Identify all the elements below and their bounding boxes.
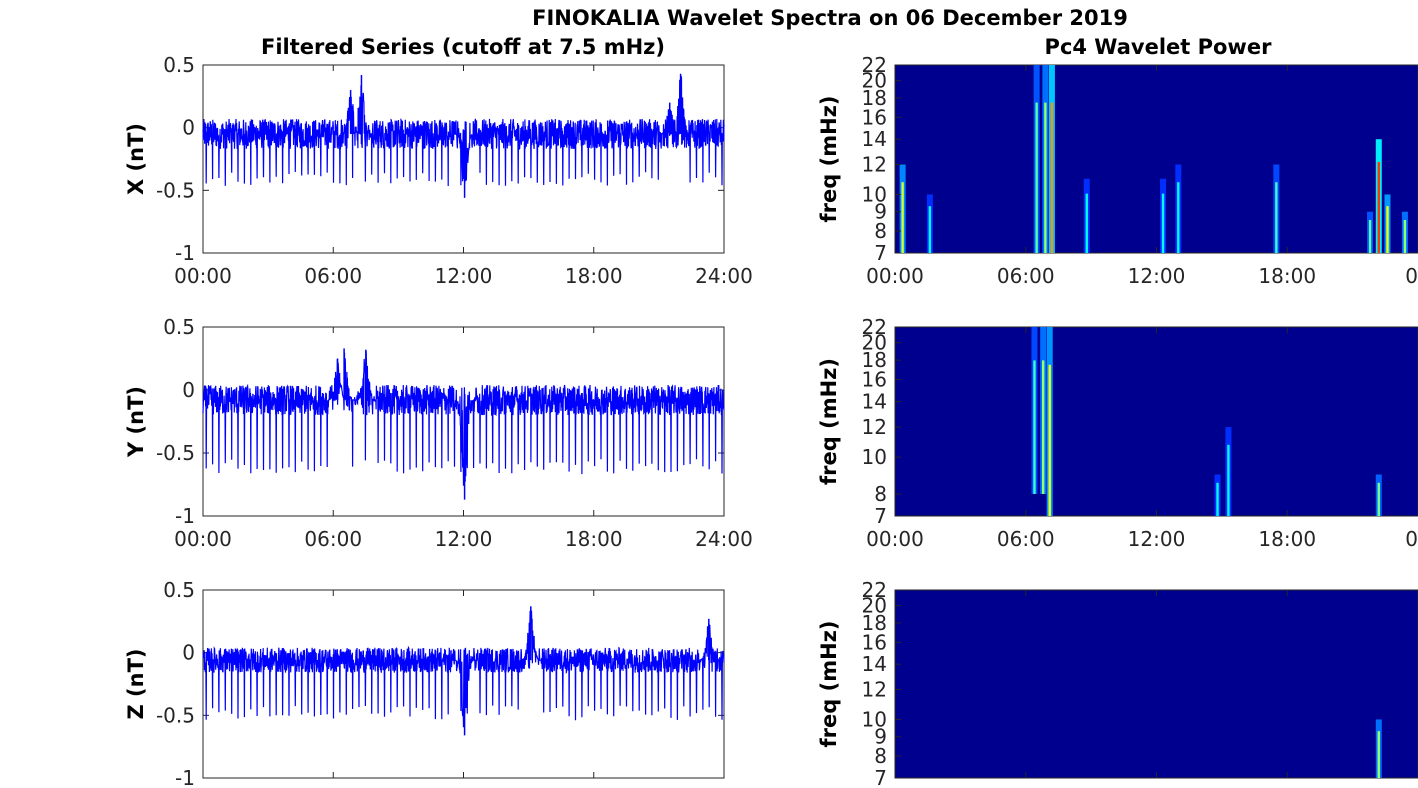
power-burst bbox=[1377, 482, 1380, 516]
x-tick-label: 00 bbox=[1405, 264, 1418, 288]
y-axis-label: X (nT) bbox=[124, 123, 148, 195]
y-tick-label: 22 bbox=[862, 578, 887, 602]
y-axis-label: freq (mHz) bbox=[817, 621, 841, 748]
x-tick-label: 18:00 bbox=[1258, 264, 1316, 288]
y-tick-label: 16 bbox=[862, 105, 887, 129]
power-burst bbox=[1161, 193, 1165, 253]
x-tick-label: 06:00 bbox=[304, 527, 362, 551]
y-axis-label: freq (mHz) bbox=[817, 96, 841, 223]
y-axis-label: Z (nT) bbox=[124, 648, 148, 719]
left-column-title: Filtered Series (cutoff at 7.5 mHz) bbox=[261, 35, 665, 59]
series-line bbox=[202, 351, 725, 486]
right-column-title: Pc4 Wavelet Power bbox=[1045, 35, 1273, 59]
power-burst bbox=[1033, 360, 1036, 494]
x-tick-label: 18:00 bbox=[1258, 527, 1316, 551]
power-burst bbox=[1386, 206, 1389, 253]
power-burst bbox=[1377, 731, 1380, 778]
power-burst bbox=[1035, 102, 1038, 253]
y-tick-label: 7 bbox=[874, 504, 887, 528]
y-tick-label: 10 bbox=[862, 182, 887, 206]
y-tick-label: 0.5 bbox=[163, 53, 195, 77]
y-tick-label: 22 bbox=[862, 53, 887, 77]
x-tick-label: 18:00 bbox=[565, 264, 623, 288]
power-burst bbox=[1177, 182, 1180, 253]
power-burst bbox=[1377, 161, 1380, 253]
y-tick-label: 18 bbox=[862, 348, 887, 372]
y-tick-label: 10 bbox=[862, 707, 887, 731]
power-burst bbox=[1085, 193, 1088, 253]
y-tick-label: 8 bbox=[874, 482, 887, 506]
power-burst bbox=[1048, 364, 1051, 516]
y-tick-label: 12 bbox=[862, 678, 887, 702]
y-tick-label: -0.5 bbox=[156, 441, 195, 465]
x-tick-label: 06:00 bbox=[304, 264, 362, 288]
x-tick-label: 18:00 bbox=[565, 527, 623, 551]
y-tick-label: 8 bbox=[874, 219, 887, 243]
y-tick-label: 12 bbox=[862, 153, 887, 177]
y-tick-label: 7 bbox=[874, 241, 887, 265]
y-tick-label: 22 bbox=[862, 315, 887, 339]
y-tick-label: 12 bbox=[862, 415, 887, 439]
x-tick-label: 00:00 bbox=[174, 527, 232, 551]
y-tick-label: 14 bbox=[862, 127, 887, 151]
power-map bbox=[894, 64, 1418, 254]
y-tick-label: 20 bbox=[862, 594, 887, 618]
x-tick-label: 00:00 bbox=[866, 264, 924, 288]
y-tick-label: -1 bbox=[175, 766, 195, 788]
power-burst bbox=[1041, 360, 1045, 494]
power-burst bbox=[1050, 102, 1054, 253]
y-tick-label: 18 bbox=[862, 611, 887, 635]
y-tick-label: 10 bbox=[862, 445, 887, 469]
y-tick-label: 16 bbox=[862, 630, 887, 654]
series-line bbox=[202, 76, 725, 187]
y-tick-label: 7 bbox=[874, 766, 887, 788]
power-map bbox=[894, 326, 1418, 517]
power-burst bbox=[1368, 219, 1372, 253]
power-burst bbox=[1044, 102, 1047, 253]
x-tick-label: 24:00 bbox=[695, 527, 753, 551]
y-tick-label: 0.5 bbox=[163, 578, 195, 602]
x-tick-label: 06:00 bbox=[997, 264, 1055, 288]
power-burst bbox=[1275, 182, 1278, 253]
x-tick-label: 12:00 bbox=[1128, 264, 1186, 288]
y-tick-label: 0 bbox=[182, 641, 195, 665]
y-tick-label: 20 bbox=[862, 331, 887, 355]
y-tick-label: -1 bbox=[175, 504, 195, 528]
y-tick-label: -1 bbox=[175, 241, 195, 265]
y-tick-label: 9 bbox=[874, 200, 887, 224]
y-tick-label: 0 bbox=[182, 116, 195, 140]
power-burst bbox=[1403, 219, 1407, 253]
y-tick-label: 16 bbox=[862, 368, 887, 392]
y-tick-label: -0.5 bbox=[156, 178, 195, 202]
series-line bbox=[202, 609, 725, 728]
y-axis-label: Y (nT) bbox=[124, 386, 148, 458]
y-tick-label: 14 bbox=[862, 652, 887, 676]
panels: 0.50-0.5-100:00 06:00 12:00 18:00 24:00X (nT… bbox=[124, 53, 1418, 788]
x-tick-label: 12:00 bbox=[1128, 527, 1186, 551]
y-tick-label: 20 bbox=[862, 69, 887, 93]
power-burst bbox=[928, 206, 932, 253]
x-tick-label: 24:00 bbox=[695, 264, 753, 288]
x-tick-label: 12:00 bbox=[435, 527, 493, 551]
x-tick-label: 00:00 bbox=[174, 264, 232, 288]
y-tick-label: -0.5 bbox=[156, 703, 195, 727]
x-tick-label: 06:00 bbox=[997, 527, 1055, 551]
y-tick-label: 9 bbox=[874, 725, 887, 749]
y-tick-label: 0 bbox=[182, 378, 195, 402]
power-map bbox=[894, 589, 1418, 779]
x-tick-label: 00:00 bbox=[866, 527, 924, 551]
y-axis-label: freq (mHz) bbox=[817, 358, 841, 485]
power-burst bbox=[901, 182, 904, 253]
power-burst bbox=[1227, 444, 1230, 516]
y-tick-label: 18 bbox=[862, 86, 887, 110]
y-tick-label: 0.5 bbox=[163, 315, 195, 339]
x-tick-label: 00 bbox=[1405, 527, 1418, 551]
power-burst bbox=[1216, 482, 1219, 516]
x-tick-label: 12:00 bbox=[435, 264, 493, 288]
y-tick-label: 14 bbox=[862, 390, 887, 414]
y-tick-label: 8 bbox=[874, 744, 887, 768]
figure-title: FINOKALIA Wavelet Spectra on 06 December… bbox=[532, 6, 1128, 30]
